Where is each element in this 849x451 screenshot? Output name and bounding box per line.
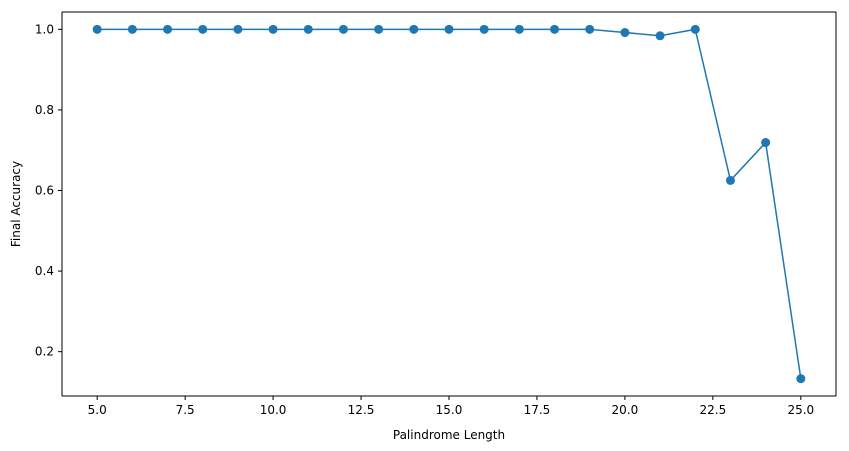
data-point [127, 24, 137, 34]
data-point [338, 24, 348, 34]
x-tick-label: 10.0 [260, 403, 287, 417]
x-tick-label: 25.0 [787, 403, 814, 417]
x-axis-label: Palindrome Length [393, 428, 505, 442]
data-point [655, 31, 665, 41]
data-point [585, 24, 595, 34]
y-tick-label: 0.2 [35, 345, 54, 359]
x-tick-label: 5.0 [88, 403, 107, 417]
x-tick-label: 7.5 [176, 403, 195, 417]
data-point [233, 24, 243, 34]
x-tick-label: 17.5 [524, 403, 551, 417]
data-point [479, 24, 489, 34]
data-point [761, 138, 771, 148]
y-tick-label: 0.8 [35, 103, 54, 117]
data-point [444, 24, 454, 34]
data-point [514, 24, 524, 34]
data-point [268, 24, 278, 34]
data-point [620, 28, 630, 38]
y-tick-label: 1.0 [35, 22, 54, 36]
data-point [725, 175, 735, 185]
data-point [303, 24, 313, 34]
data-point [796, 374, 806, 384]
plot-area [62, 12, 836, 396]
x-tick-label: 22.5 [700, 403, 727, 417]
x-tick-label: 20.0 [612, 403, 639, 417]
y-tick-label: 0.4 [35, 264, 54, 278]
data-point [92, 24, 102, 34]
data-point [374, 24, 384, 34]
data-point [198, 24, 208, 34]
x-tick-label: 12.5 [348, 403, 375, 417]
chart-axes: 5.0 7.5 10.0 12.5 15.0 17.5 20.0 22.5 25.0 0.2 0.4… [35, 11, 837, 417]
data-point [163, 24, 173, 34]
data-point [409, 24, 419, 34]
chart-marks [92, 24, 806, 384]
data-point [690, 24, 700, 34]
x-tick-label: 15.0 [436, 403, 463, 417]
y-axis-label: Final Accuracy [9, 161, 23, 247]
data-point [550, 24, 560, 34]
y-tick-label: 0.6 [35, 184, 54, 198]
